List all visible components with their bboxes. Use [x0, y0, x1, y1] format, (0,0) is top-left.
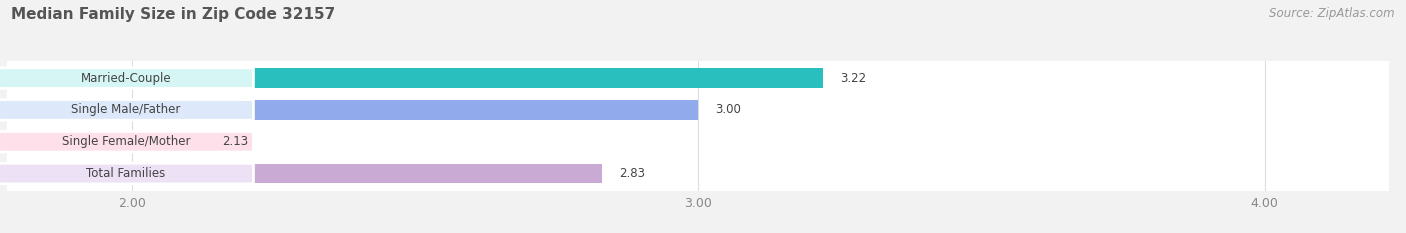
Text: 2.83: 2.83 — [619, 167, 645, 180]
FancyBboxPatch shape — [0, 131, 253, 152]
Text: Single Female/Mother: Single Female/Mother — [62, 135, 190, 148]
Text: Total Families: Total Families — [86, 167, 166, 180]
Bar — [7, 164, 602, 183]
Text: Median Family Size in Zip Code 32157: Median Family Size in Zip Code 32157 — [11, 7, 336, 22]
Text: 3.00: 3.00 — [716, 103, 741, 116]
Bar — [7, 100, 699, 120]
Bar — [7, 132, 205, 152]
Bar — [7, 68, 823, 88]
Text: 3.22: 3.22 — [839, 72, 866, 85]
Text: 2.13: 2.13 — [222, 135, 249, 148]
Text: Source: ZipAtlas.com: Source: ZipAtlas.com — [1270, 7, 1395, 20]
FancyBboxPatch shape — [0, 68, 253, 89]
FancyBboxPatch shape — [0, 99, 253, 120]
Text: Married-Couple: Married-Couple — [80, 72, 172, 85]
Text: Single Male/Father: Single Male/Father — [72, 103, 180, 116]
FancyBboxPatch shape — [0, 163, 253, 184]
